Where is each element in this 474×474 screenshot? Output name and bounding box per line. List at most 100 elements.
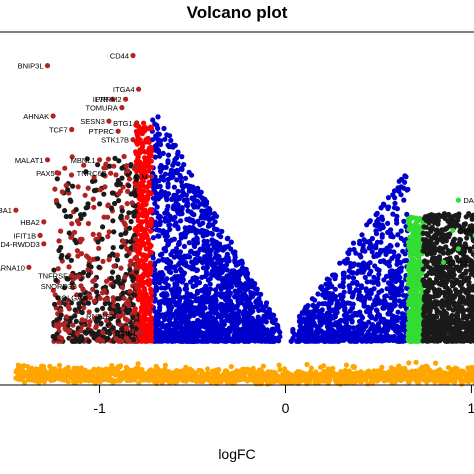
data-point (183, 337, 189, 343)
data-point (379, 234, 385, 240)
data-point (165, 160, 171, 166)
data-point (162, 136, 168, 142)
data-point (346, 283, 352, 289)
data-point (369, 249, 375, 255)
data-point (160, 272, 166, 278)
data-point (174, 279, 181, 285)
data-point (181, 243, 187, 249)
data-point (35, 366, 41, 373)
data-point (140, 240, 146, 246)
data-point (387, 373, 393, 379)
data-point (182, 175, 189, 181)
data-point (383, 247, 389, 253)
data-point (389, 319, 395, 325)
data-point (151, 185, 157, 191)
data-point (63, 314, 70, 320)
data-point (387, 242, 393, 249)
data-point (390, 234, 396, 240)
data-point (241, 291, 247, 297)
data-point (164, 259, 170, 265)
data-point (236, 327, 243, 333)
data-point (388, 365, 395, 371)
data-point (254, 371, 260, 377)
data-point (104, 371, 110, 377)
data-point (248, 293, 254, 299)
data-point (91, 366, 97, 372)
data-point (385, 195, 391, 201)
data-point (191, 212, 197, 218)
data-point (196, 258, 202, 264)
data-point (224, 273, 230, 279)
data-point (460, 368, 466, 374)
data-point (218, 329, 224, 335)
data-point (143, 262, 149, 268)
data-point (413, 359, 419, 365)
data-point (202, 273, 208, 279)
data-point (190, 261, 197, 267)
data-point (225, 317, 231, 323)
data-point (345, 379, 351, 385)
data-point (29, 367, 35, 373)
data-point (346, 274, 352, 280)
data-point (398, 184, 404, 190)
data-point (304, 361, 310, 368)
data-point (148, 216, 154, 222)
data-point (101, 191, 107, 197)
data-point (176, 196, 182, 202)
data-point (135, 136, 141, 142)
data-point (343, 362, 349, 368)
data-point (174, 321, 180, 327)
data-point (25, 364, 31, 370)
data-point (43, 371, 49, 377)
data-point (232, 254, 238, 260)
data-point (178, 329, 184, 335)
data-point (86, 271, 92, 277)
data-point (155, 222, 161, 228)
data-point (337, 283, 343, 289)
data-point (373, 307, 379, 313)
data-point (358, 319, 364, 325)
data-point (153, 133, 159, 139)
data-point (110, 366, 116, 372)
data-point (199, 212, 205, 218)
data-point (14, 368, 21, 374)
data-point (432, 374, 438, 380)
data-point (327, 324, 333, 330)
data-point (371, 325, 377, 331)
data-point (366, 271, 372, 277)
data-point (191, 237, 197, 243)
data-point (383, 293, 389, 299)
data-point (38, 375, 44, 381)
data-point (169, 171, 175, 177)
data-point (439, 373, 445, 379)
data-point (191, 188, 197, 195)
data-point (186, 224, 192, 231)
data-point (208, 271, 214, 277)
data-point (239, 298, 245, 304)
chart-title: Volcano plot (186, 3, 288, 22)
data-point (146, 151, 153, 157)
data-point (419, 370, 426, 376)
data-point (162, 218, 168, 224)
data-point (386, 204, 392, 210)
data-point (148, 221, 154, 227)
data-point (274, 322, 280, 328)
data-point (203, 269, 209, 275)
data-point (366, 219, 372, 225)
data-point (202, 208, 209, 214)
data-point (163, 330, 169, 336)
data-point (205, 366, 211, 372)
data-point (194, 306, 200, 312)
data-point (391, 285, 397, 291)
data-point (68, 172, 75, 178)
data-point (210, 215, 216, 221)
data-points (13, 52, 474, 387)
data-point (165, 282, 171, 289)
data-point (210, 368, 216, 374)
data-point (139, 164, 145, 171)
data-point (157, 183, 163, 189)
data-point (410, 371, 416, 377)
data-point (391, 188, 398, 194)
data-point (243, 273, 249, 280)
data-point (199, 195, 205, 201)
